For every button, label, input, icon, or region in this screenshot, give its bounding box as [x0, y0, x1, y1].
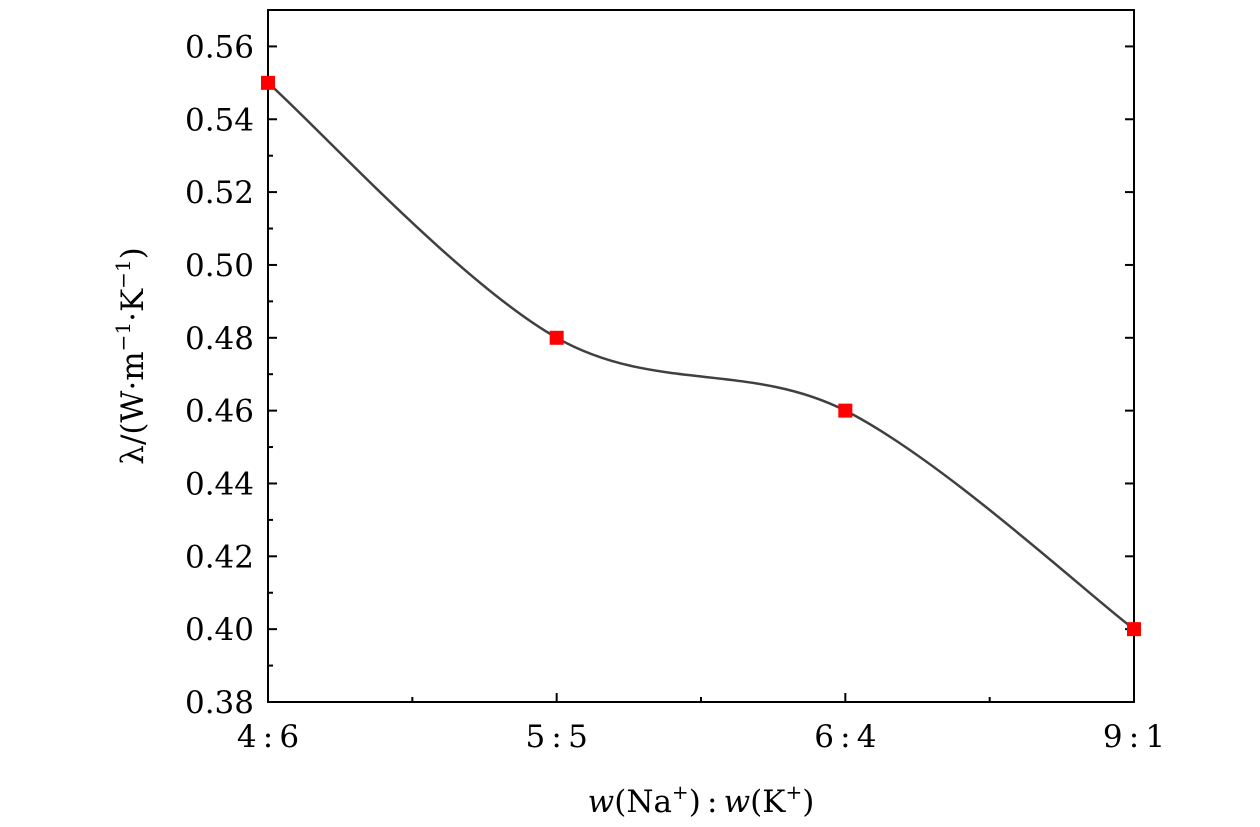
x-tick-label: 5 : 5 [526, 719, 588, 755]
y-tick-label: 0.56 [185, 29, 254, 65]
data-point [549, 330, 564, 345]
data-markers [261, 75, 1141, 637]
y-tick-label: 0.46 [185, 394, 254, 430]
series-line [267, 81, 1135, 631]
x-tick-label: 6 : 4 [814, 719, 876, 755]
x-tick-label: 4 : 6 [237, 719, 299, 755]
data-point [1127, 622, 1141, 637]
x-axis-ticks: 4 : 6 5 : 5 6 : 4 9 : 1 [237, 693, 1165, 755]
y-tick-label: 0.40 [185, 612, 254, 648]
y-tick-label: 0.44 [185, 466, 254, 502]
x-tick-label: 9 : 1 [1103, 719, 1165, 755]
y-tick-label: 0.52 [185, 175, 254, 211]
data-point [838, 403, 853, 418]
y-tick-label: 0.54 [185, 102, 254, 138]
data-point [261, 75, 275, 90]
y-tick-label: 0.38 [185, 685, 254, 721]
x-axis-title: w(Na+) : w(K+) [588, 780, 815, 820]
y-axis-title: λ/(W·m−1·K−1) [111, 247, 151, 464]
plot-frame [267, 9, 1135, 703]
y-tick-label: 0.50 [185, 248, 254, 284]
y-tick-label: 0.42 [185, 539, 254, 575]
y-axis-ticks: 0.38 0.40 0.42 0.44 0.46 0.48 0.50 0.52 0.54 0.56 [185, 29, 1134, 721]
y-tick-label: 0.48 [185, 321, 254, 357]
